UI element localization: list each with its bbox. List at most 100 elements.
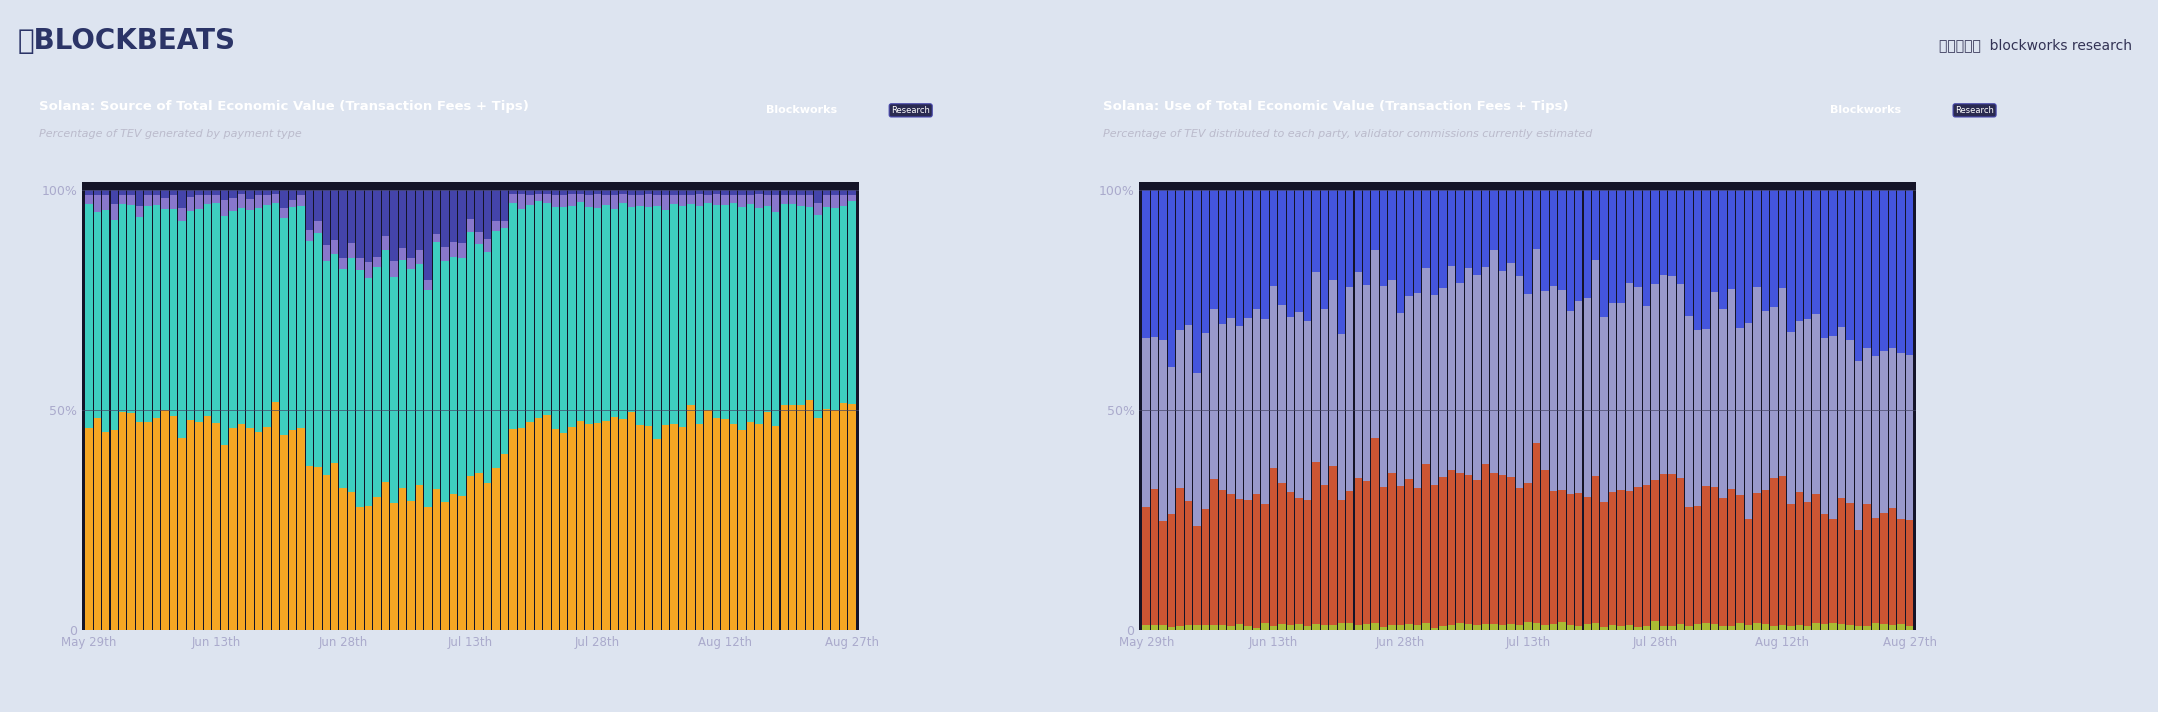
Bar (391, 503, 397, 630)
Bar (211, 190, 220, 194)
Bar (848, 201, 857, 404)
Bar (475, 473, 483, 630)
Bar (773, 190, 779, 194)
Bar (729, 190, 738, 194)
Bar (1413, 293, 1422, 488)
Bar (1245, 318, 1252, 500)
Bar (1219, 324, 1226, 491)
Bar (1355, 478, 1362, 625)
Bar (1347, 491, 1353, 623)
Bar (1729, 190, 1735, 289)
Bar (145, 422, 151, 630)
Bar (339, 258, 347, 268)
Bar (179, 438, 186, 630)
Bar (1329, 280, 1336, 466)
Bar (1593, 190, 1599, 261)
Bar (1515, 625, 1524, 630)
Bar (611, 194, 619, 209)
Bar (1269, 190, 1278, 286)
Bar (585, 424, 593, 630)
Bar (1498, 190, 1506, 271)
Bar (518, 190, 524, 194)
Bar (1422, 464, 1431, 623)
Bar (1906, 627, 1914, 630)
Bar (755, 190, 762, 194)
Bar (576, 190, 585, 194)
Bar (1364, 481, 1370, 624)
Bar (1839, 498, 1845, 624)
Bar (680, 206, 686, 426)
Bar (1379, 286, 1388, 487)
Bar (1185, 325, 1193, 501)
Bar (119, 204, 127, 412)
Bar (1737, 623, 1744, 630)
Bar (712, 194, 721, 205)
Bar (637, 425, 643, 630)
Bar (755, 208, 762, 424)
Bar (1651, 480, 1660, 622)
Bar (1422, 268, 1431, 464)
Bar (645, 426, 652, 630)
Bar (535, 418, 542, 630)
Bar (1431, 628, 1437, 630)
Bar (1245, 190, 1252, 318)
Bar (1549, 190, 1558, 286)
Bar (1601, 317, 1608, 502)
Bar (425, 507, 432, 630)
Bar (1813, 494, 1819, 624)
Bar (1260, 190, 1269, 318)
Bar (1770, 626, 1778, 630)
Bar (211, 194, 220, 203)
Bar (654, 190, 660, 194)
Bar (1651, 190, 1660, 284)
Bar (721, 190, 729, 194)
Bar (1211, 309, 1217, 479)
Bar (373, 190, 380, 257)
Bar (136, 422, 142, 630)
Bar (1150, 489, 1159, 624)
Bar (1379, 190, 1388, 286)
Bar (593, 190, 602, 194)
Bar (1167, 190, 1176, 367)
Bar (561, 434, 568, 630)
Bar (475, 232, 483, 244)
Bar (246, 210, 255, 428)
Bar (1465, 268, 1472, 475)
Bar (738, 190, 745, 194)
Bar (1176, 330, 1185, 488)
Text: Percentage of TEV generated by payment type: Percentage of TEV generated by payment t… (39, 129, 302, 139)
Bar (611, 190, 619, 194)
Bar (483, 190, 492, 239)
Bar (1778, 190, 1787, 288)
Bar (628, 190, 634, 194)
Bar (544, 190, 550, 194)
Bar (1176, 190, 1185, 330)
Bar (686, 194, 695, 204)
Bar (272, 402, 278, 630)
Bar (645, 190, 652, 194)
Bar (153, 418, 160, 630)
Bar (619, 190, 626, 194)
Bar (1711, 190, 1718, 292)
Bar (1405, 190, 1413, 296)
Bar (1278, 483, 1286, 624)
Bar (1761, 190, 1770, 310)
Bar (721, 205, 729, 419)
Bar (255, 194, 261, 208)
Bar (1795, 321, 1802, 492)
Bar (1303, 190, 1312, 321)
Bar (848, 195, 857, 201)
Bar (1813, 624, 1819, 630)
Bar (527, 205, 533, 422)
Bar (1532, 249, 1541, 444)
Bar (203, 194, 211, 204)
Bar (1871, 518, 1880, 623)
Bar (518, 428, 524, 630)
Bar (330, 190, 339, 240)
Bar (1847, 190, 1854, 340)
Bar (365, 506, 373, 630)
Bar (1593, 623, 1599, 630)
Bar (1839, 624, 1845, 630)
Bar (1862, 504, 1871, 626)
Bar (391, 276, 397, 503)
